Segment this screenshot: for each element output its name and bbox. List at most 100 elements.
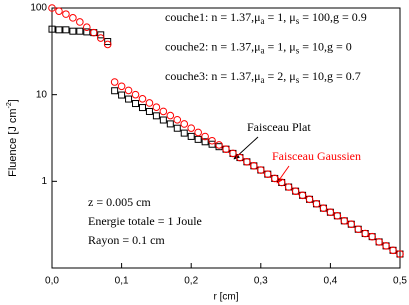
square-marker xyxy=(125,95,133,103)
annotation-part: a xyxy=(261,75,265,85)
square-marker xyxy=(173,124,181,132)
annotation: Energie totale = 1 Joule xyxy=(88,214,202,228)
x-tick-label: 0,0 xyxy=(45,276,59,287)
circle-marker xyxy=(62,10,70,18)
square-marker xyxy=(132,100,140,108)
circle-marker xyxy=(187,124,195,132)
circle-marker xyxy=(69,14,77,22)
circle-marker xyxy=(166,111,175,120)
y-axis-label: Fluence [J cm-2] xyxy=(6,99,19,177)
circle-marker xyxy=(208,136,216,145)
annotation-part: = 1, μ xyxy=(265,10,296,24)
y-tick-label: 10 xyxy=(36,89,48,100)
annotation-part: couche2: n = 1.37,μ xyxy=(165,39,261,53)
x-axis-label: r [cm] xyxy=(214,292,239,303)
circle-marker xyxy=(326,208,335,217)
square-marker xyxy=(48,25,56,33)
y-axis-label-part: -2 xyxy=(6,102,13,108)
circle-marker xyxy=(103,40,112,49)
annotation-part: a xyxy=(261,16,265,26)
square-marker xyxy=(62,26,70,34)
square-marker xyxy=(159,116,167,124)
annotation: z = 0.005 cm xyxy=(88,195,151,209)
x-tick-label: 0,4 xyxy=(323,276,337,287)
square-marker xyxy=(55,26,63,34)
circle-marker xyxy=(389,246,397,255)
circle-marker xyxy=(159,107,168,116)
circle-marker xyxy=(117,82,126,91)
circle-marker xyxy=(375,238,383,246)
annotation-part: couche1: n = 1.37,μ xyxy=(165,10,261,24)
square-marker xyxy=(187,132,195,140)
annotation: couche2: n = 1.37,μa = 1, μs = 10,g = 0 xyxy=(165,39,352,55)
circle-marker xyxy=(368,232,376,241)
circle-marker xyxy=(361,229,370,238)
circle-marker xyxy=(145,99,154,107)
square-marker xyxy=(69,27,77,35)
annotation-part: s xyxy=(296,75,300,85)
circle-marker xyxy=(229,149,237,158)
annotation-part: couche3: n = 1.37,μ xyxy=(165,69,261,83)
circle-marker xyxy=(55,7,63,15)
circle-marker xyxy=(194,128,202,137)
annotation-part: = 2, μ xyxy=(265,69,296,83)
square-marker xyxy=(201,138,209,146)
circle-marker xyxy=(250,162,258,170)
y-tick-label: 1 xyxy=(41,176,47,187)
square-marker xyxy=(111,87,119,95)
x-tick-label: 0,2 xyxy=(184,276,198,287)
annotation-part: = 10,g = 0 xyxy=(299,39,352,53)
y-axis-label-part: Fluence [J cm xyxy=(7,108,19,176)
circle-marker xyxy=(354,225,363,234)
circle-marker xyxy=(263,170,272,178)
circle-marker xyxy=(110,78,119,86)
square-marker xyxy=(152,112,160,120)
square-marker xyxy=(97,31,105,39)
circle-marker xyxy=(270,174,279,183)
circle-marker xyxy=(291,187,300,195)
annotation-part: s xyxy=(296,46,300,56)
circle-marker xyxy=(96,34,105,42)
circle-marker xyxy=(180,120,189,128)
circle-marker xyxy=(76,18,84,26)
circle-marker xyxy=(347,220,356,229)
plot-frame xyxy=(51,7,401,269)
square-marker xyxy=(208,140,216,148)
circle-marker xyxy=(284,183,293,191)
square-marker xyxy=(76,27,84,35)
square-marker xyxy=(180,129,188,137)
circle-marker xyxy=(257,166,265,174)
circle-marker xyxy=(215,141,223,149)
annotation-arrow xyxy=(233,136,259,160)
square-marker xyxy=(145,107,153,115)
circle-marker xyxy=(131,90,140,99)
circle-marker xyxy=(319,204,328,212)
circle-marker xyxy=(201,132,209,141)
series-label: Faisceau Gaussien xyxy=(272,149,361,163)
annotation: Rayon = 0.1 cm xyxy=(88,233,165,247)
circle-marker xyxy=(312,200,321,208)
circle-marker xyxy=(48,4,56,12)
circle-marker xyxy=(243,158,251,166)
x-tick-label: 0,1 xyxy=(115,276,129,287)
circle-marker xyxy=(277,178,286,187)
annotation-part: s xyxy=(296,16,300,26)
square-marker xyxy=(166,120,174,128)
circle-marker xyxy=(83,23,91,32)
y-tick-label: 100 xyxy=(30,3,47,14)
annotation-part: = 100,g = 0.9 xyxy=(299,10,367,24)
annotation-part: = 1, μ xyxy=(265,39,296,53)
circle-marker xyxy=(124,86,133,95)
square-marker xyxy=(138,104,146,112)
circle-marker xyxy=(298,191,307,200)
circle-marker xyxy=(152,103,161,111)
circle-marker xyxy=(222,145,230,153)
circle-marker xyxy=(340,217,349,225)
square-marker xyxy=(104,38,112,46)
y-axis-label-part: ] xyxy=(7,99,19,102)
circle-marker xyxy=(333,212,342,220)
annotation: couche3: n = 1.37,μa = 2, μs = 10,g = 0.… xyxy=(165,69,361,85)
square-marker xyxy=(194,135,202,143)
circle-marker xyxy=(89,28,98,37)
circle-marker xyxy=(382,242,390,250)
